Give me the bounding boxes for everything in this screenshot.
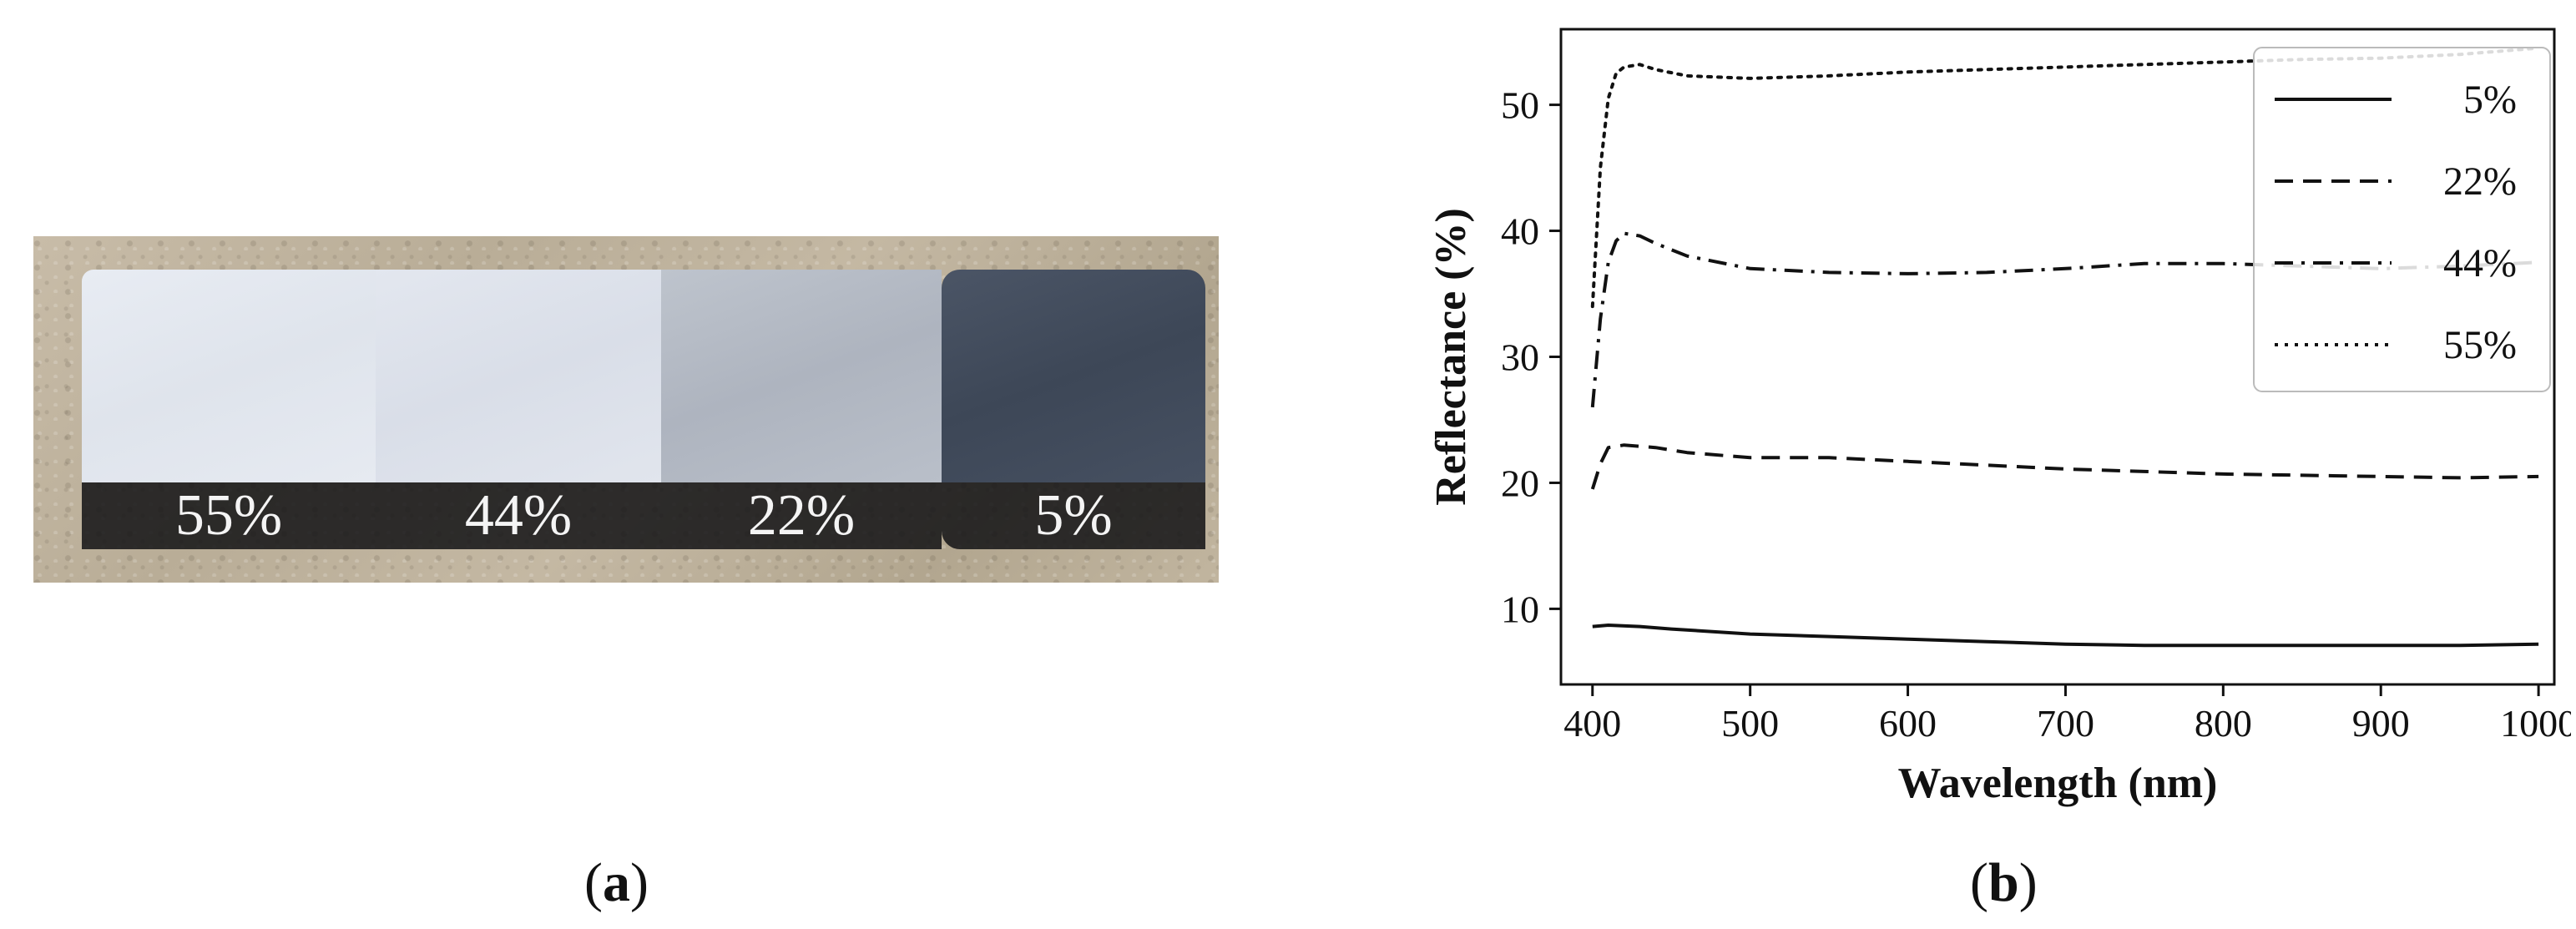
x-tick-label: 700: [2037, 702, 2094, 745]
tarp-label-band: 44%: [376, 482, 661, 549]
caption-a: (a): [584, 852, 649, 913]
x-axis-title: Wavelength (nm): [1898, 760, 2218, 807]
tarp-label-band: 22%: [661, 482, 942, 549]
tarp-label: 22%: [747, 483, 856, 548]
tarp-panel-22: 22%: [661, 270, 942, 549]
x-tick-label: 600: [1879, 702, 1937, 745]
x-tick-label: 400: [1563, 702, 1621, 745]
tarp-sheet: [661, 270, 942, 482]
reflectance-chart: 400 500 600 700 800 900 1000 10 20 30 40 50 Waveleng…: [1427, 28, 2571, 807]
y-tick-label: 30: [1501, 336, 1539, 379]
tarp-label-band: 5%: [942, 482, 1205, 549]
legend-label: 5%: [2463, 78, 2517, 122]
tarp-sheet: [82, 270, 376, 482]
series-line-44pct: [1590, 231, 2539, 408]
legend-label: 22%: [2443, 159, 2517, 204]
tarp-label: 55%: [174, 483, 283, 548]
x-tick-label: 900: [2352, 702, 2410, 745]
tarp-sheet: [376, 270, 661, 482]
tarp-label-band: 55%: [82, 482, 376, 549]
y-tick-label: 20: [1501, 462, 1539, 504]
series-line-5pct: [1592, 624, 2539, 648]
x-tick-label: 800: [2195, 702, 2252, 745]
tarp-panel-5: 5%: [942, 270, 1205, 549]
tarp-panel-55: 55%: [82, 270, 376, 549]
caption-b-letter: b: [1988, 852, 2019, 913]
tarp-label: 44%: [464, 483, 573, 548]
y-tick-label: 50: [1501, 84, 1539, 127]
tarp-panel-44: 44%: [376, 270, 661, 549]
tarp-sheet: [942, 270, 1205, 482]
y-tick-label: 10: [1501, 588, 1539, 630]
y-tick-label: 40: [1501, 210, 1539, 253]
series-line-22pct: [1590, 443, 2539, 490]
x-tick-label: 500: [1721, 702, 1779, 745]
legend-label: 44%: [2443, 241, 2517, 285]
y-axis-title: Reflectance (%): [1427, 208, 1475, 506]
legend-label: 55%: [2443, 323, 2517, 367]
caption-b: (b): [1970, 852, 2038, 913]
tarp-label: 5%: [1034, 483, 1113, 548]
tarp-photo: 55% 44% 22% 5%: [33, 236, 1219, 583]
caption-a-letter: a: [602, 852, 630, 913]
legend-box: [2253, 47, 2551, 392]
x-tick-label: 1000: [2500, 702, 2571, 745]
